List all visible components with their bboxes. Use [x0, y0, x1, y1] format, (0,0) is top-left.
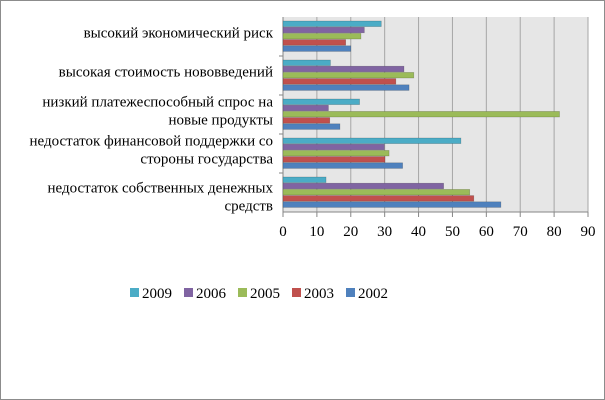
bar-2006 [282, 104, 329, 112]
x-tick-label: 30 [377, 224, 392, 240]
bar-2005 [282, 33, 362, 40]
bar-2003 [282, 195, 475, 202]
bar-2009 [282, 59, 331, 66]
x-tick-label: 0 [279, 224, 287, 240]
bar-2005 [282, 150, 390, 157]
category-label: средств [224, 199, 273, 215]
legend-swatch-2002 [346, 288, 355, 297]
bar-2003 [282, 117, 331, 124]
x-tick-label: 20 [343, 224, 358, 240]
bar-2005 [282, 111, 560, 118]
bar-2002 [282, 162, 403, 169]
bar-2006 [282, 65, 405, 73]
bar-2006 [282, 143, 385, 151]
bar-2002 [282, 84, 410, 91]
legend-label: 2002 [358, 286, 388, 302]
bar-2002 [282, 201, 502, 208]
legend-swatch-2003 [292, 288, 301, 297]
x-tick-label: 50 [445, 224, 460, 240]
x-tick-label: 80 [547, 224, 562, 240]
bar-2002 [282, 123, 341, 130]
bar-2006 [282, 182, 444, 190]
category-label: высокий экономический риск [84, 26, 274, 42]
bar-2003 [282, 78, 397, 85]
legend-label: 2003 [304, 286, 334, 302]
legend-label: 2005 [250, 286, 280, 302]
bar-2003 [282, 156, 386, 163]
x-tick-label: 70 [513, 224, 528, 240]
bar-2003 [282, 39, 346, 46]
bar-2002 [282, 45, 352, 52]
legend-swatch-2005 [238, 288, 247, 297]
category-label: низкий платежеспособный спрос на [42, 95, 273, 111]
bar-2009 [282, 20, 382, 27]
category-label: стороны государства [140, 152, 273, 168]
category-label: высокая стоимость нововведений [59, 65, 273, 81]
x-tick-label: 10 [309, 224, 324, 240]
category-label: новые продукты [168, 113, 273, 129]
bar-2009 [282, 137, 462, 144]
legend-label: 2006 [196, 286, 227, 302]
x-tick-label: 60 [479, 224, 494, 240]
bar-2005 [282, 72, 415, 79]
bar-2009 [282, 98, 360, 105]
category-label: недостаток финансовой поддержки со [29, 134, 273, 150]
legend-swatch-2009 [130, 288, 139, 297]
x-tick-label: 40 [411, 224, 426, 240]
bar-2005 [282, 189, 471, 196]
category-label: недостаток собственных денежных [47, 181, 273, 197]
bar-2006 [282, 26, 365, 34]
legend-label: 2009 [142, 286, 172, 302]
x-tick-label: 90 [581, 224, 596, 240]
legend-swatch-2006 [184, 288, 193, 297]
bar-2009 [282, 176, 327, 183]
